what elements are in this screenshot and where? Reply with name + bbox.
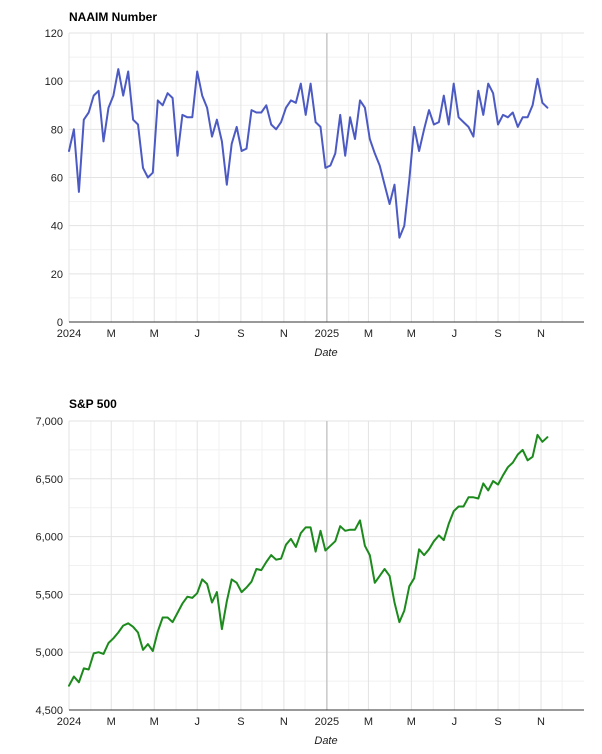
sp500-x-tick-label: J [452,716,458,728]
naaim-x-tick-label: J [194,328,200,340]
naaim-gridlines [68,32,584,322]
sp500-x-tick-label: J [194,716,200,728]
sp500-series [68,433,549,687]
naaim-y-tick-labels: 0 20 40 60 80 100 120 [45,28,63,329]
sp500-y-tick-label: 7,000 [35,416,63,428]
sp500-x-tick-label: 2024 [57,716,81,728]
naaim-y-tick-label: 100 [45,76,63,88]
sp500-chart-title: S&P 500 [69,397,117,411]
sp500-x-tick-label: M [364,716,373,728]
sp500-x-tick-label: N [537,716,545,728]
naaim-x-tick-label: N [280,328,288,340]
sp500-y-tick-label: 4,500 [35,705,63,717]
naaim-x-axis-title: Date [314,347,337,359]
naaim-y-tick-label: 120 [45,28,63,40]
naaim-x-tick-label: 2024 [57,328,81,340]
sp500-x-tick-label: M [107,716,116,728]
naaim-series [68,68,549,239]
sp500-x-axis-title: Date [314,735,337,747]
naaim-x-tick-label: J [452,328,458,340]
sp500-x-tick-label: M [407,716,416,728]
naaim-x-tick-label: M [150,328,159,340]
sp500-x-tick-label: N [280,716,288,728]
naaim-x-tick-labels: 2024 M M J S N 2025 M M J S N [57,328,545,340]
sp500-y-tick-label: 6,000 [35,532,63,544]
sp500-x-tick-label: S [237,716,244,728]
naaim-chart-title: NAAIM Number [69,10,157,24]
naaim-y-tick-label: 20 [51,269,63,281]
sp500-x-tick-label: 2025 [315,716,339,728]
sp500-x-tick-labels: 2024 M M J S N 2025 M M J S N [57,716,545,728]
naaim-y-tick-label: 0 [57,317,63,329]
naaim-y-tick-label: 80 [51,124,63,136]
sp500-chart: S&P 500 4,500 5,000 5,500 6,000 6,500 7,000 2… [35,397,584,747]
naaim-series-line [68,68,549,239]
sp500-y-tick-label: 5,000 [35,647,63,659]
naaim-x-tick-label: S [237,328,244,340]
naaim-x-tick-label: N [537,328,545,340]
naaim-x-tick-label: M [107,328,116,340]
sp500-series-line [68,433,549,687]
sp500-x-tick-label: S [494,716,501,728]
naaim-x-tick-label: M [364,328,373,340]
naaim-y-tick-label: 40 [51,221,63,233]
naaim-x-tick-label: 2025 [315,328,339,340]
sp500-y-tick-label: 5,500 [35,589,63,601]
sp500-y-tick-label: 6,500 [35,474,63,486]
naaim-x-tick-label: M [407,328,416,340]
naaim-y-tick-label: 60 [51,173,63,185]
naaim-x-tick-label: S [494,328,501,340]
sp500-x-tick-label: M [150,716,159,728]
sp500-y-tick-labels: 4,500 5,000 5,500 6,000 6,500 7,000 [35,416,63,717]
